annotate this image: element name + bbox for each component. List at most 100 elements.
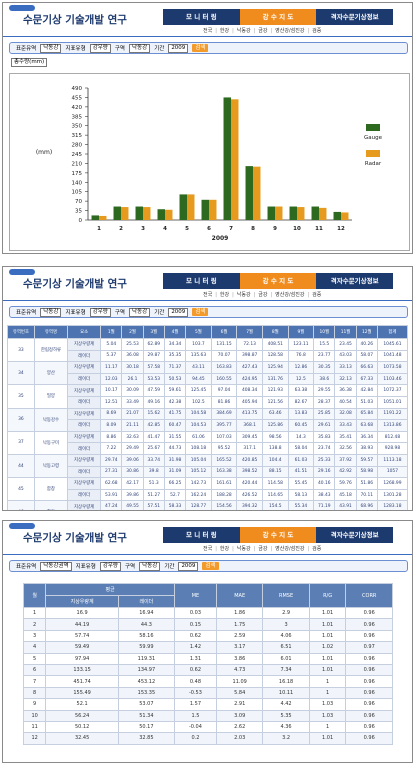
bar xyxy=(341,212,349,220)
nav-tab[interactable]: 격자수문기상정보 xyxy=(330,13,379,21)
sub-menu-link[interactable]: 영산강/섬진강 xyxy=(275,28,305,34)
element: 레이더 xyxy=(67,465,102,479)
filter-select[interactable]: 강우량 xyxy=(99,561,121,571)
filter-select[interactable]: 낙동강 xyxy=(139,561,161,571)
sub-menu-link[interactable]: 전국 xyxy=(203,546,213,552)
value-cell: 41.47 xyxy=(142,430,165,444)
sub-menu-link[interactable]: 한강 xyxy=(219,28,230,34)
value-cell: 408.51 xyxy=(261,338,289,351)
bar xyxy=(289,206,297,220)
filter-select[interactable]: 강우량 xyxy=(89,43,111,53)
search-button[interactable]: 검색 xyxy=(202,562,219,570)
filter-label: 기간 xyxy=(154,310,165,316)
sub-menu-link[interactable]: 영산강/섬진강 xyxy=(275,546,305,552)
sub-menu-link[interactable]: 낙동강 xyxy=(236,546,251,552)
sub-menu-link[interactable]: 전국 xyxy=(203,28,213,34)
sub-menu-link[interactable]: 검증 xyxy=(312,546,322,552)
element: 레이더 xyxy=(67,442,102,455)
filter-select[interactable]: 낙동강 xyxy=(129,43,151,53)
nav-tab[interactable]: 강 수 지 도 xyxy=(239,527,317,543)
basin-id: 36 xyxy=(7,407,35,432)
sub-menu-link[interactable]: 금강 xyxy=(258,292,268,298)
basin-id: 37 xyxy=(7,430,35,455)
x-tick-label: 11 xyxy=(315,226,323,232)
sub-menu-link[interactable]: 한강 xyxy=(219,546,230,552)
sub-menu-link[interactable]: 검증 xyxy=(312,292,322,298)
value-cell: 66.63 xyxy=(355,361,378,374)
basin-name: 낙동강수 xyxy=(33,407,69,432)
filter-select[interactable]: 2009 xyxy=(168,307,189,317)
value-cell: 2.62 xyxy=(216,720,264,734)
value-cell: 58.16 xyxy=(117,629,175,643)
search-button[interactable]: 검색 xyxy=(192,44,209,52)
filter-select[interactable]: 낙동강권역 xyxy=(40,561,72,571)
sub-menu-link[interactable]: 전국 xyxy=(203,292,213,298)
tab-bar: 모 니 터 링 강 수 지 도 격자수문기상정보 xyxy=(163,9,393,25)
value-cell: 11 xyxy=(22,720,47,734)
nav-tab[interactable]: 모 니 터 링 xyxy=(185,13,217,21)
value-cell: 32.63 xyxy=(121,430,144,444)
value-cell: 58.33 xyxy=(163,500,187,510)
sub-menu-link[interactable]: 낙동강 xyxy=(236,292,251,298)
value-cell: 134.97 xyxy=(117,663,175,677)
filter-select[interactable]: 낙동강 xyxy=(40,43,62,53)
element: 지상우량계 xyxy=(67,407,102,421)
unit-select[interactable]: 총수량(mm) xyxy=(11,58,48,67)
separator: | xyxy=(215,292,217,298)
value-cell: 49.55 xyxy=(121,500,144,510)
value-cell: 71.37 xyxy=(163,361,187,374)
column-header: ME xyxy=(173,583,218,608)
sub-menu-link[interactable]: 영산강/섬진강 xyxy=(275,292,305,298)
filter-select[interactable]: 낙동강 xyxy=(40,307,62,317)
column-header: 11월 xyxy=(334,325,357,339)
column-header: 요소 xyxy=(67,325,102,339)
value-cell: 153.35 xyxy=(117,686,175,700)
search-button[interactable]: 검색 xyxy=(192,308,209,316)
y-tick-label: 70 xyxy=(75,199,82,205)
value-cell: 1072.37 xyxy=(376,384,409,397)
sub-menu-link[interactable]: 한강 xyxy=(219,292,230,298)
data-row: 37 낙동구미 지상우량계 8.86 32.63 41.47 31.55 61.06 107.0… xyxy=(7,430,409,455)
value-cell: 58.04 xyxy=(287,442,315,455)
value-cell: 5 xyxy=(22,652,47,665)
value-cell: 98.56 xyxy=(261,430,289,444)
value-cell: 1.57 xyxy=(173,698,218,711)
value-cell: 53.53 xyxy=(142,372,165,386)
nav-tab[interactable]: 모 니 터 링 xyxy=(185,277,217,285)
value-cell: 1.01 xyxy=(308,618,347,631)
sub-menu-link[interactable]: 낙동강 xyxy=(236,28,251,34)
sub-menu-link[interactable]: 검증 xyxy=(312,28,322,34)
nav-tab[interactable]: 모 니 터 링 xyxy=(185,531,217,539)
value-cell: 51.27 xyxy=(142,488,165,502)
value-cell: 1 xyxy=(308,675,347,688)
data-row: 3 57.74 58.16 0.62 2.59 4.06 1.01 0.96 xyxy=(22,629,393,643)
nav-tab[interactable]: 격자수문기상정보 xyxy=(330,277,379,285)
nav-tab[interactable]: 격자수문기상정보 xyxy=(330,531,379,539)
filter-select[interactable]: 강우량 xyxy=(89,307,111,317)
column-header: 2월 xyxy=(121,325,144,339)
value-cell: 57.51 xyxy=(142,500,165,510)
nav-tab[interactable]: 강 수 지 도 xyxy=(239,273,317,289)
data-row: 레이더 7.22 29.49 25.67 44.73 108.18 95.52 317.1 13… xyxy=(7,442,409,455)
sub-menu-link[interactable]: 금강 xyxy=(258,546,268,552)
value-cell: 38.93 xyxy=(355,442,378,455)
value-cell: 30.18 xyxy=(121,361,144,374)
filter-select[interactable]: 낙동강 xyxy=(129,307,151,317)
value-cell: 30.35 xyxy=(313,361,336,374)
basin-id: 33 xyxy=(7,337,35,363)
nav-tab[interactable]: 강 수 지 도 xyxy=(239,9,317,25)
column-header: 7월 xyxy=(236,325,263,339)
sub-menu-link[interactable]: 금강 xyxy=(258,28,268,34)
value-cell: 8.09 xyxy=(100,419,123,432)
value-cell: 3 xyxy=(262,618,310,631)
value-cell: 138.8 xyxy=(261,442,289,455)
badge xyxy=(9,523,35,529)
value-cell: 125.45 xyxy=(185,384,212,397)
filter-select[interactable]: 2009 xyxy=(178,561,199,571)
data-row: 34 양산 지상우량계 11.17 30.18 57.58 71.37 43.11 163.83… xyxy=(7,361,409,386)
value-cell: 40.26 xyxy=(355,338,378,351)
filter-select[interactable]: 2009 xyxy=(168,43,189,53)
column-header: RMSE xyxy=(262,583,310,608)
bar xyxy=(297,207,305,220)
value-cell: 70.11 xyxy=(355,488,378,502)
